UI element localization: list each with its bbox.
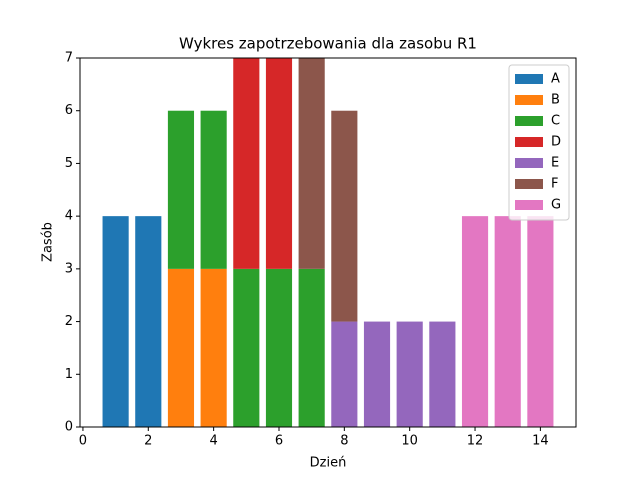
x-axis-label: Dzień bbox=[310, 456, 347, 471]
y-tick-label: 1 bbox=[65, 367, 73, 382]
x-tick-label: 10 bbox=[401, 434, 418, 449]
legend-swatch bbox=[515, 158, 543, 168]
legend-label: A bbox=[551, 72, 560, 87]
legend-label: C bbox=[551, 114, 560, 129]
y-tick-label: 6 bbox=[65, 103, 73, 118]
legend-label: D bbox=[551, 135, 561, 150]
x-tick-label: 14 bbox=[532, 434, 549, 449]
legend-swatch bbox=[515, 74, 543, 84]
y-tick-label: 2 bbox=[65, 314, 73, 329]
bar bbox=[200, 268, 227, 427]
x-tick-label: 4 bbox=[209, 434, 217, 449]
bar bbox=[200, 110, 227, 269]
legend-label: E bbox=[551, 156, 559, 171]
plot-frame bbox=[79, 57, 577, 428]
bar bbox=[527, 216, 554, 427]
y-tick-label: 5 bbox=[65, 156, 73, 171]
x-tick-label: 2 bbox=[144, 434, 152, 449]
x-tick-label: 12 bbox=[467, 434, 484, 449]
bar bbox=[331, 321, 358, 427]
bar bbox=[429, 321, 456, 427]
legend-label: B bbox=[551, 93, 560, 108]
bar bbox=[102, 216, 129, 427]
bar bbox=[396, 321, 423, 427]
bar bbox=[298, 268, 325, 427]
chart-title: Wykres zapotrzebowania dla zasobu R1 bbox=[179, 35, 477, 53]
legend-label: F bbox=[551, 177, 558, 192]
bar bbox=[331, 110, 358, 322]
bar bbox=[167, 110, 195, 269]
bar bbox=[233, 268, 260, 427]
bar bbox=[494, 216, 521, 427]
bar bbox=[363, 321, 391, 427]
legend-swatch bbox=[515, 137, 543, 147]
y-tick-label: 3 bbox=[65, 261, 73, 276]
bar bbox=[298, 58, 325, 269]
x-tick-label: 8 bbox=[340, 434, 348, 449]
y-axis-label: Zasób bbox=[41, 222, 56, 262]
legend-swatch bbox=[515, 95, 543, 105]
bar bbox=[461, 216, 489, 427]
legend-swatch bbox=[515, 179, 543, 189]
bar bbox=[135, 216, 162, 427]
legend-label: G bbox=[551, 198, 561, 213]
y-tick-label: 7 bbox=[65, 51, 73, 66]
x-tick-label: 6 bbox=[275, 434, 283, 449]
y-tick-label: 4 bbox=[65, 209, 73, 224]
bar bbox=[167, 268, 195, 427]
legend-swatch bbox=[515, 116, 543, 126]
bar bbox=[233, 58, 260, 269]
bar bbox=[265, 58, 293, 269]
y-tick-label: 0 bbox=[65, 420, 73, 435]
x-tick-label: 0 bbox=[79, 434, 87, 449]
legend-swatch bbox=[515, 200, 543, 210]
bar bbox=[265, 268, 293, 427]
